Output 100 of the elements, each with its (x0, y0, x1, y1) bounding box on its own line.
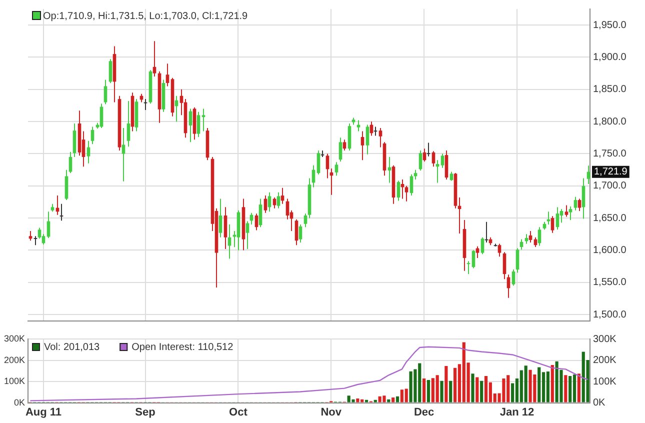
candlestick (64, 169, 68, 201)
y-tick-label: 0K (14, 397, 25, 408)
x-tick-label: Jan 12 (500, 406, 534, 418)
candlestick (72, 123, 76, 158)
candlestick (418, 150, 422, 171)
candlestick (466, 260, 470, 275)
bar (484, 376, 488, 402)
bar (436, 375, 439, 402)
y-tick-label: 300K (4, 333, 25, 344)
candlestick (86, 140, 90, 164)
candlestick (68, 151, 72, 174)
annotation: 1,721.9 (594, 166, 628, 178)
candlestick (472, 250, 476, 269)
candlestick (404, 185, 408, 202)
bar (374, 400, 377, 402)
candlestick (246, 220, 250, 250)
bar (387, 399, 390, 402)
candlestick (450, 171, 454, 182)
candlestick (378, 128, 382, 148)
bar (572, 374, 576, 402)
candlestick (374, 126, 378, 136)
candlestick (202, 108, 206, 132)
candlestick (348, 123, 352, 152)
x-tick-label: Dec (414, 406, 434, 418)
candlestick (574, 196, 578, 211)
bar (444, 366, 448, 402)
legend-label: Vol: 201,013 (44, 342, 100, 353)
candlestick (144, 98, 148, 110)
bar (528, 370, 532, 402)
candlestick (556, 206, 560, 230)
x-tick-label: Oct (229, 406, 248, 418)
candlestick (512, 269, 516, 286)
candlestick (224, 206, 228, 250)
y-tick-label: 1,550.0 (593, 277, 627, 288)
candlestick (578, 198, 582, 212)
candlestick (294, 218, 298, 246)
candlestick (316, 150, 320, 175)
candlestick (568, 206, 572, 220)
candlestick (338, 137, 342, 162)
candlestick (196, 111, 200, 138)
bar (404, 388, 408, 402)
candlestick (254, 213, 258, 231)
bar (449, 380, 452, 402)
candlestick (560, 208, 564, 224)
bar (476, 377, 479, 402)
bar (524, 366, 528, 402)
y-tick-label: 1,700.0 (593, 180, 627, 192)
bar (422, 378, 426, 402)
candlestick (304, 213, 308, 228)
candlestick (104, 79, 108, 105)
candlestick (546, 211, 550, 226)
bar (564, 375, 568, 402)
y-tick-label: 1,800.0 (593, 116, 627, 128)
bar (392, 397, 395, 402)
candlestick (444, 150, 448, 180)
bar (577, 374, 580, 402)
bar (426, 380, 430, 402)
bar (364, 400, 368, 402)
y-tick-label: 1,900.0 (593, 52, 627, 63)
y-tick-label: 1,600.0 (593, 244, 627, 256)
y-tick-label: 1,650.0 (593, 212, 627, 224)
bar (396, 396, 400, 402)
bar (568, 376, 572, 402)
bar (356, 398, 360, 402)
candlestick (108, 58, 112, 84)
candlestick (366, 124, 370, 155)
candlestick (264, 195, 268, 214)
candlestick (538, 226, 542, 246)
legend-label: Open Interest: 110,512 (132, 342, 234, 353)
bar (546, 372, 550, 402)
candlestick (38, 227, 42, 240)
candlestick (60, 203, 64, 222)
candlestick (334, 162, 338, 176)
candlestick (498, 243, 502, 258)
candlestick (218, 198, 222, 238)
y-tick-label: 100K (4, 376, 25, 386)
candlestick (414, 169, 418, 180)
y-tick-label: 200K (4, 354, 25, 365)
candlestick (396, 180, 400, 202)
candlestick (326, 153, 330, 179)
candlestick (298, 224, 302, 244)
candlestick (152, 40, 156, 78)
candlestick (258, 198, 262, 228)
candlestick (528, 230, 532, 244)
candlestick (476, 246, 480, 258)
x-tick-label: Sep (135, 406, 156, 418)
candlestick (268, 192, 272, 212)
bar (538, 367, 541, 402)
bar (453, 368, 457, 402)
candlestick (360, 130, 364, 161)
candlestick (480, 236, 484, 255)
y-tick-label: 1,500.0 (593, 309, 627, 320)
candlestick (34, 236, 38, 246)
candlestick (564, 204, 568, 218)
candlestick (166, 63, 170, 87)
candlestick (90, 126, 94, 145)
bar (382, 396, 386, 402)
candlestick (342, 139, 346, 152)
candlestick (122, 128, 126, 182)
bar (352, 399, 355, 402)
